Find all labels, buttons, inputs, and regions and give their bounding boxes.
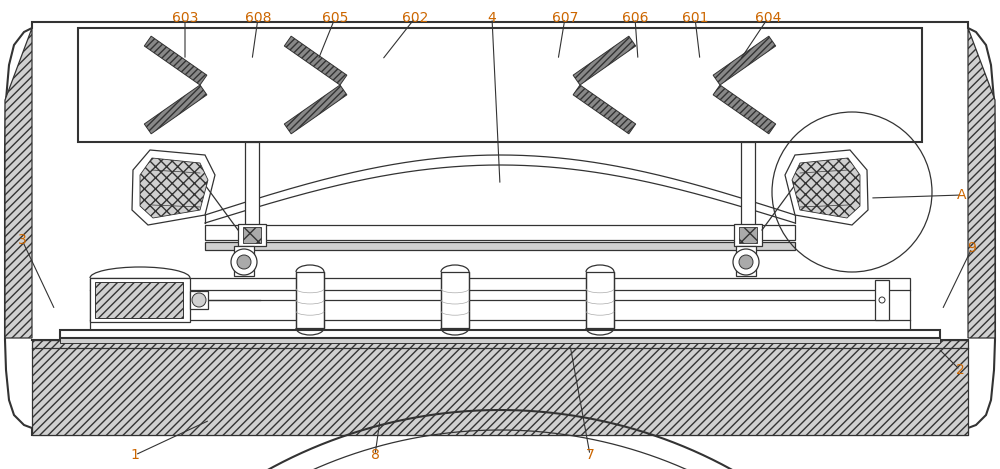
- Bar: [205, 242, 795, 250]
- Bar: [875, 280, 889, 320]
- Polygon shape: [792, 158, 860, 218]
- Text: 608: 608: [245, 11, 271, 25]
- Polygon shape: [284, 36, 347, 85]
- Polygon shape: [140, 158, 208, 218]
- Text: 7: 7: [586, 448, 594, 462]
- Text: 3: 3: [18, 233, 26, 247]
- Polygon shape: [144, 85, 207, 134]
- Text: 4: 4: [488, 11, 496, 25]
- Circle shape: [231, 249, 257, 275]
- Polygon shape: [284, 85, 347, 134]
- Circle shape: [879, 297, 885, 303]
- Bar: [741, 142, 755, 230]
- Polygon shape: [144, 36, 207, 85]
- Text: 607: 607: [552, 11, 578, 25]
- Bar: [90, 278, 910, 332]
- Circle shape: [739, 255, 753, 269]
- Bar: [296, 272, 324, 328]
- Bar: [60, 330, 940, 338]
- Text: A: A: [957, 188, 967, 202]
- Text: 601: 601: [682, 11, 708, 25]
- Polygon shape: [132, 150, 215, 225]
- Text: 2: 2: [956, 363, 964, 377]
- Bar: [739, 227, 757, 243]
- Bar: [234, 246, 254, 276]
- Polygon shape: [968, 28, 995, 338]
- Bar: [205, 225, 795, 240]
- Text: 606: 606: [622, 11, 648, 25]
- Text: 605: 605: [322, 11, 348, 25]
- Bar: [734, 224, 762, 246]
- Polygon shape: [713, 36, 776, 85]
- Circle shape: [237, 255, 251, 269]
- Polygon shape: [713, 85, 776, 134]
- Bar: [32, 340, 968, 435]
- Circle shape: [733, 249, 759, 275]
- Text: 602: 602: [402, 11, 428, 25]
- Text: 9: 9: [968, 241, 976, 255]
- Polygon shape: [573, 85, 636, 134]
- Bar: [586, 272, 614, 328]
- Bar: [736, 246, 756, 276]
- Bar: [60, 338, 940, 343]
- Text: 8: 8: [371, 448, 379, 462]
- Text: 603: 603: [172, 11, 198, 25]
- Bar: [78, 28, 922, 142]
- Bar: [238, 224, 266, 246]
- Text: 1: 1: [131, 448, 139, 462]
- Text: 604: 604: [755, 11, 781, 25]
- Polygon shape: [5, 22, 995, 435]
- Bar: [95, 282, 183, 318]
- Polygon shape: [785, 150, 868, 225]
- Bar: [441, 272, 469, 328]
- Polygon shape: [5, 28, 32, 338]
- Bar: [245, 142, 259, 230]
- Polygon shape: [573, 36, 636, 85]
- Bar: [90, 278, 190, 322]
- Bar: [190, 291, 208, 309]
- Bar: [243, 227, 261, 243]
- Circle shape: [192, 293, 206, 307]
